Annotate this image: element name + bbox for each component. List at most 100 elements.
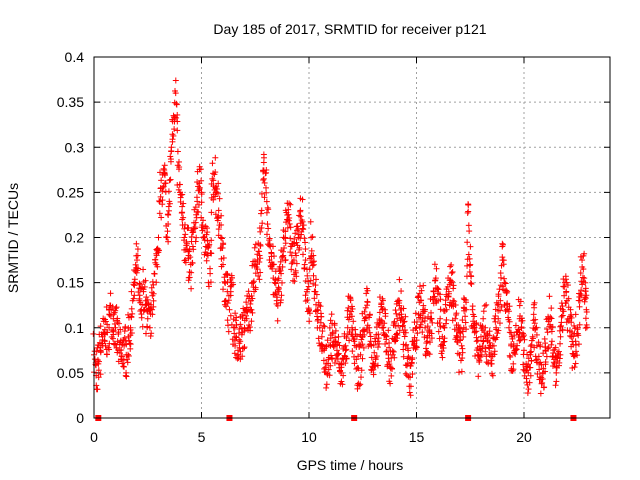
scatter-point xyxy=(419,306,426,313)
scatter-point xyxy=(538,374,545,381)
scatter-point xyxy=(440,344,447,351)
scatter-point xyxy=(264,221,271,228)
scatter-point xyxy=(459,317,466,324)
scatter-point xyxy=(195,201,202,208)
scatter-point xyxy=(345,304,352,311)
scatter-point xyxy=(362,304,369,311)
y-tick-label: 0.4 xyxy=(65,49,85,65)
scatter-point xyxy=(132,261,139,268)
scatter-point xyxy=(292,267,299,274)
scatter-point xyxy=(261,154,268,161)
scatter-point xyxy=(402,370,409,377)
scatter-point xyxy=(417,321,424,328)
scatter-point xyxy=(314,317,321,324)
scatter-point xyxy=(449,268,456,275)
scatter-point xyxy=(448,270,455,277)
scatter-point xyxy=(122,323,129,330)
scatter-point xyxy=(272,280,279,287)
scatter-point xyxy=(346,311,353,318)
scatter-point xyxy=(157,193,164,200)
scatter-point xyxy=(331,322,338,329)
scatter-point xyxy=(155,234,162,241)
scatter-point xyxy=(435,297,441,304)
scatter-point xyxy=(181,234,188,241)
scatter-point xyxy=(335,350,342,357)
scatter-point xyxy=(212,193,219,200)
scatter-point xyxy=(164,228,171,235)
scatter-point xyxy=(401,333,408,340)
scatter-point xyxy=(504,288,511,295)
scatter-point xyxy=(183,239,190,246)
scatter-point xyxy=(318,313,325,320)
scatter-point xyxy=(220,254,227,261)
scatter-point xyxy=(101,330,108,337)
scatter-point xyxy=(338,369,345,376)
scatter-point xyxy=(549,323,556,330)
scatter-point xyxy=(442,297,449,304)
scatter-point xyxy=(518,333,525,340)
scatter-point xyxy=(542,347,549,354)
scatter-point xyxy=(248,318,255,325)
scatter-point xyxy=(558,313,565,320)
scatter-point xyxy=(356,343,363,350)
scatter-point xyxy=(127,341,134,348)
scatter-point xyxy=(299,218,306,225)
scatter-point xyxy=(187,261,194,268)
scatter-point xyxy=(497,307,504,314)
scatter-point xyxy=(148,330,155,337)
scatter-point xyxy=(182,221,189,228)
scatter-point xyxy=(274,302,281,309)
scatter-point xyxy=(372,356,379,363)
scatter-point xyxy=(466,228,473,235)
scatter-point xyxy=(121,342,128,349)
scatter-point xyxy=(158,177,165,184)
scatter-point xyxy=(102,318,109,325)
scatter-point xyxy=(503,289,510,296)
scatter-point xyxy=(224,271,231,278)
scatter-point xyxy=(331,338,338,345)
scatter-point xyxy=(349,348,356,355)
scatter-point xyxy=(376,340,383,347)
y-tick-label: 0.35 xyxy=(57,94,84,110)
scatter-point xyxy=(356,382,363,389)
scatter-point xyxy=(411,338,418,345)
scatter-point xyxy=(313,291,320,298)
scatter-point xyxy=(128,288,135,295)
scatter-point xyxy=(165,203,172,210)
scatter-point xyxy=(561,292,568,299)
scatter-point xyxy=(320,357,327,364)
scatter-point xyxy=(207,270,214,277)
scatter-point xyxy=(164,234,171,241)
scatter-point xyxy=(359,327,366,334)
scatter-point xyxy=(517,298,524,305)
scatter-point xyxy=(199,222,206,229)
scatter-point xyxy=(429,319,436,326)
scatter-point xyxy=(323,381,330,388)
scatter-point xyxy=(466,269,473,276)
scatter-point xyxy=(548,328,555,335)
scatter-point xyxy=(158,214,165,221)
scatter-point xyxy=(449,278,456,285)
scatter-point xyxy=(248,292,255,299)
scatter-point xyxy=(488,360,495,367)
scatter-point xyxy=(404,360,411,367)
scatter-point xyxy=(140,266,147,273)
scatter-point xyxy=(491,348,498,355)
scatter-point xyxy=(319,328,326,335)
scatter-point xyxy=(418,318,425,325)
scatter-point xyxy=(293,252,300,259)
scatter-point xyxy=(128,305,135,312)
scatter-point xyxy=(235,347,242,354)
scatter-point xyxy=(159,197,166,204)
scatter-point xyxy=(265,206,272,213)
scatter-point xyxy=(264,204,271,211)
scatter-point xyxy=(561,283,568,290)
scatter-point xyxy=(175,166,182,173)
scatter-point xyxy=(435,328,442,335)
scatter-point xyxy=(542,368,549,375)
scatter-point xyxy=(224,300,231,307)
scatter-point xyxy=(512,322,519,329)
scatter-point xyxy=(546,315,553,322)
scatter-point xyxy=(371,335,378,342)
scatter-point xyxy=(526,379,533,386)
